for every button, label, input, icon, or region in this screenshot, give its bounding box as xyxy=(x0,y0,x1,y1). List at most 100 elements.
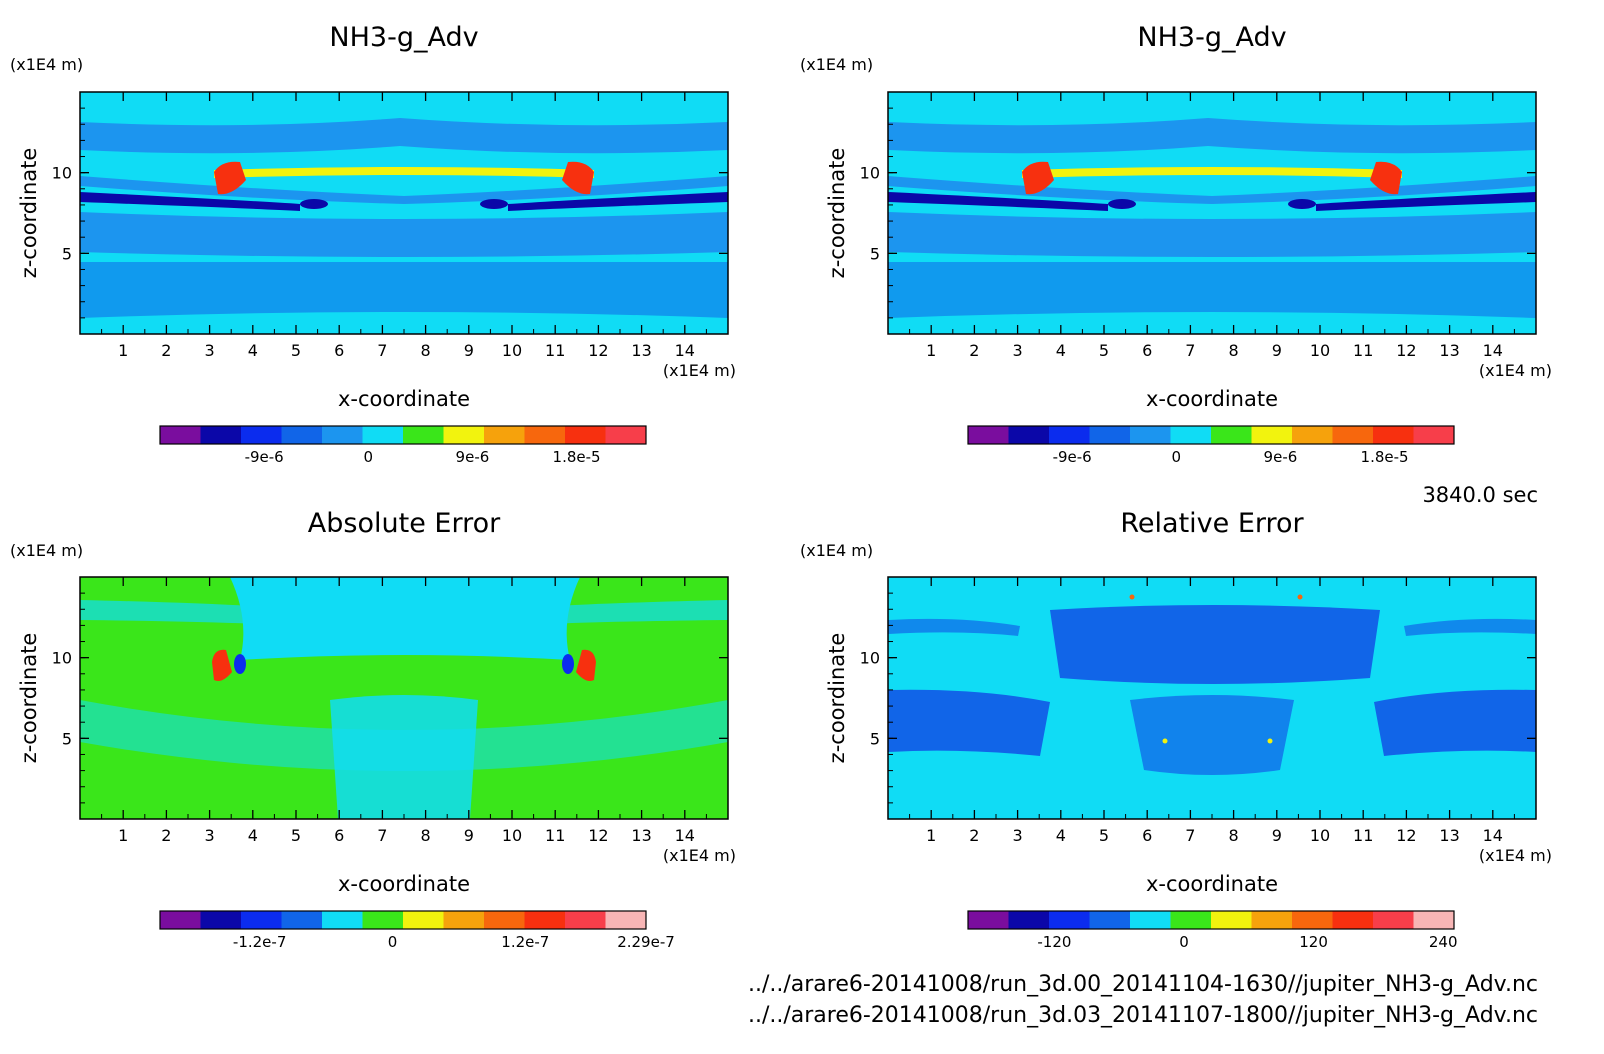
colorbar-swatch xyxy=(1089,426,1131,444)
colorbar-frame xyxy=(967,910,1455,930)
panel-4-title: Relative Error xyxy=(1120,508,1304,539)
x-tick-label: 11 xyxy=(545,341,565,360)
panel-4-central-patch xyxy=(1050,605,1380,684)
panel-1-colorbar: -9e-6 0 9e-6 1.8e-5 xyxy=(159,425,647,466)
x-tick-label: 5 xyxy=(291,341,301,360)
panel-3-core xyxy=(230,577,580,660)
panel-3-y-ticks: 5 10 xyxy=(52,592,728,804)
x-tick-label: 5 xyxy=(1099,826,1109,845)
panel-4-x-unit: (x1E4 m) xyxy=(1479,846,1552,865)
panel-1-red-lobe-right xyxy=(562,161,594,195)
panel-2-y-label: z-coordinate xyxy=(825,148,849,279)
colorbar-swatch xyxy=(241,426,282,444)
colorbar-swatch xyxy=(443,426,485,444)
colorbar-swatch xyxy=(1251,426,1293,444)
panel-2-band-upper xyxy=(888,118,1536,154)
colorbar-label: 120 xyxy=(1299,933,1328,951)
panel-1-band-lower xyxy=(80,212,728,257)
x-tick-label: 1 xyxy=(926,826,936,845)
y-tick-label: 10 xyxy=(860,649,880,668)
panel-1-yellow-arc xyxy=(214,167,594,178)
x-tick-label: 4 xyxy=(1056,341,1066,360)
panel-1-stripes-bottom xyxy=(80,262,728,318)
colorbar-swatch xyxy=(1292,426,1333,444)
x-tick-label: 6 xyxy=(1142,826,1152,845)
panel-1-field xyxy=(80,92,728,334)
x-tick-label: 14 xyxy=(675,826,695,845)
colorbar-swatch xyxy=(565,426,606,444)
panel-3-y-label: z-coordinate xyxy=(17,633,41,764)
x-tick-label: 2 xyxy=(161,826,171,845)
panel-1-y-label: z-coordinate xyxy=(17,148,41,279)
x-tick-label: 13 xyxy=(631,826,651,845)
x-tick-label: 12 xyxy=(588,341,608,360)
panel-3: Absolute Error (x1E4 m) 1 2 3 4 5 6 7 8 9 10 11 12 1… xyxy=(10,508,736,951)
x-tick-label: 9 xyxy=(464,826,474,845)
panel-4-streak-right xyxy=(1404,618,1536,636)
colorbar-swatch xyxy=(605,426,647,444)
x-tick-label: 3 xyxy=(205,826,215,845)
x-tick-label: 5 xyxy=(1099,341,1109,360)
colorbar-swatch xyxy=(1332,426,1374,444)
panel-3-lobe-right xyxy=(576,649,596,681)
colorbar-swatch xyxy=(322,426,363,444)
panel-4-streak-left xyxy=(888,618,1020,636)
colorbar-swatch xyxy=(443,911,485,929)
panel-3-field xyxy=(80,577,728,819)
colorbar-label: 0 xyxy=(388,933,398,951)
x-tick-label: 12 xyxy=(1396,826,1416,845)
panel-1-title: NH3-g_Adv xyxy=(329,22,478,53)
x-tick-label: 10 xyxy=(1310,826,1330,845)
x-tick-label: 13 xyxy=(631,341,651,360)
x-tick-label: 7 xyxy=(377,341,387,360)
panel-2-blue-band-right xyxy=(1316,192,1536,211)
colorbar-swatch xyxy=(524,426,566,444)
colorbar-label: 0 xyxy=(1179,933,1189,951)
panel-1-band-upper xyxy=(80,118,728,154)
colorbar-swatch xyxy=(1008,911,1050,929)
panel-2-band-lower xyxy=(888,212,1536,257)
y-tick-label: 5 xyxy=(870,244,880,263)
colorbar-frame xyxy=(159,425,647,445)
colorbar-swatch xyxy=(968,911,1009,929)
panel-3-blue-spot-right xyxy=(562,654,574,674)
y-tick-label: 5 xyxy=(870,729,880,748)
x-tick-label: 3 xyxy=(1013,341,1023,360)
x-tick-label: 2 xyxy=(969,341,979,360)
x-tick-label: 1 xyxy=(118,826,128,845)
colorbar-swatch xyxy=(565,911,606,929)
colorbar-swatch xyxy=(1130,426,1171,444)
x-tick-label: 14 xyxy=(675,341,695,360)
x-tick-label: 3 xyxy=(205,341,215,360)
colorbar-swatch xyxy=(281,426,323,444)
colorbar-swatch xyxy=(605,911,647,929)
panel-3-y-unit: (x1E4 m) xyxy=(10,541,83,560)
y-tick-label: 10 xyxy=(52,649,72,668)
colorbar-swatch xyxy=(1211,426,1252,444)
x-tick-label: 11 xyxy=(545,826,565,845)
panel-2-y-unit: (x1E4 m) xyxy=(800,55,873,74)
colorbar-label: -120 xyxy=(1037,933,1071,951)
colorbar-swatch xyxy=(160,911,201,929)
x-tick-label: 9 xyxy=(1272,341,1282,360)
panel-1-dark-spot-left xyxy=(300,199,328,209)
panel-1-y-unit: (x1E4 m) xyxy=(10,55,83,74)
colorbar-label: 1.2e-7 xyxy=(501,933,549,951)
panel-2: NH3-g_Adv (x1E4 m) 1 2 3 4 5 6 7 8 9 10 11 12 13 14 5… xyxy=(800,22,1552,466)
colorbar-swatch xyxy=(1008,426,1050,444)
panel-4-hotspot-1 xyxy=(1129,594,1135,600)
x-tick-label: 13 xyxy=(1439,826,1459,845)
colorbar-swatch xyxy=(1413,911,1455,929)
panel-1-x-label: x-coordinate xyxy=(338,387,470,411)
x-tick-label: 14 xyxy=(1483,826,1503,845)
x-tick-label: 2 xyxy=(161,341,171,360)
x-tick-label: 6 xyxy=(1142,341,1152,360)
panel-2-red-lobe-left xyxy=(1022,161,1054,195)
colorbar-label: 0 xyxy=(1172,448,1182,466)
colorbar-label: -1.2e-7 xyxy=(233,933,286,951)
panel-2-red-lobe-right xyxy=(1370,161,1402,195)
colorbar-swatch xyxy=(968,426,1009,444)
x-tick-label: 12 xyxy=(1396,341,1416,360)
colorbar-swatch xyxy=(1211,911,1252,929)
colorbar-swatch xyxy=(1089,911,1131,929)
